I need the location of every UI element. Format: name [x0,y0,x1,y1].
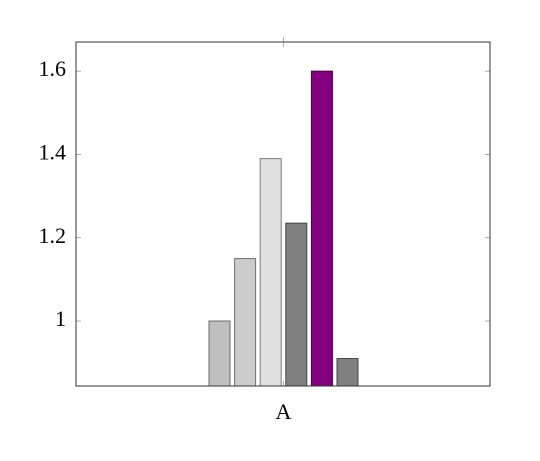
bar [208,320,231,387]
y-tick-label: 1 [55,306,66,331]
plot-frame [75,41,491,387]
y-tick-label: 1.2 [39,223,67,248]
bar [234,258,257,387]
bar [310,70,333,387]
y-tick-label: 1.4 [39,139,67,164]
x-tick-label: A [276,399,292,424]
bar [285,222,308,387]
y-tick-label: 1.6 [39,56,67,81]
bar [259,158,282,387]
bar [336,358,359,387]
